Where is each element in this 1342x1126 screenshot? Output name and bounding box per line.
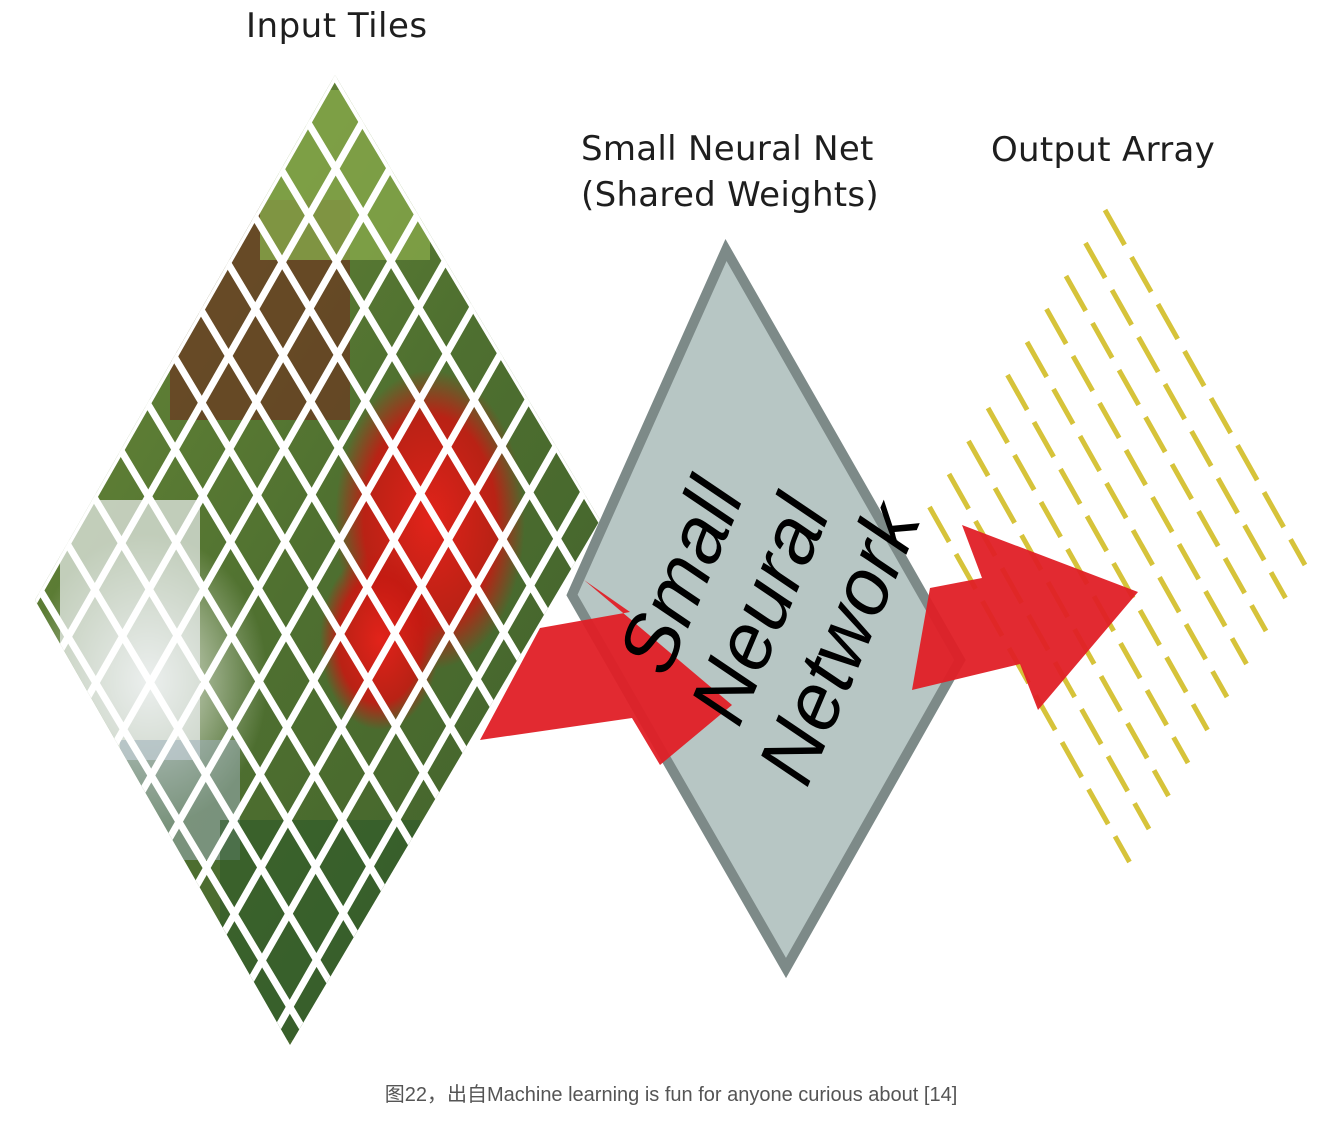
- output-array-stripe: [1102, 208, 1308, 567]
- tile-gap-line: [0, 0, 1061, 1122]
- figure-caption: 图22，出自Machine learning is fun for anyone…: [384, 1084, 958, 1106]
- output-array-stripe: [927, 505, 1132, 864]
- tile-gap-line: [0, 0, 857, 1122]
- output-array-stripe: [1063, 274, 1269, 633]
- tile-gap-line: [0, 0, 777, 1122]
- tile-gap-line: [0, 0, 1020, 1122]
- output-array-stripe: [1024, 340, 1230, 699]
- tile-gap-line: [0, 0, 899, 1122]
- output-array-stripe: [966, 439, 1171, 798]
- output-array-stripe: [1044, 307, 1249, 666]
- tile-gap-line: [0, 0, 898, 1122]
- output-array-label: Output Array: [991, 130, 1216, 170]
- tile-gap-line: [35, 75, 600, 1045]
- tile-gap-line: [0, 0, 737, 1122]
- output-array-stripe: [985, 406, 1191, 765]
- arrow-into-network: [480, 580, 732, 765]
- tile-gap-line: [0, 0, 735, 1122]
- tile-gap-line: [35, 75, 600, 1045]
- tile-gap-line: [0, 0, 818, 1122]
- tile-gap-line: [0, 0, 1020, 1122]
- tile-gap-line: [0, 0, 816, 1122]
- tile-gap-line: [0, 0, 858, 1122]
- tile-gap-line: [0, 0, 980, 1122]
- small-neural-net-label-line2: (Shared Weights): [581, 175, 879, 215]
- tile-gap-line: [0, 0, 939, 1122]
- arrow-out-of-network: [912, 525, 1138, 710]
- network-diamond: [566, 238, 966, 979]
- tile-gap-line: [0, 0, 697, 1122]
- tile-gap-line: [0, 0, 776, 1122]
- output-array-stripe: [1083, 241, 1288, 600]
- tile-gap-line: [0, 0, 939, 1122]
- input-tiles-label: Input Tiles: [246, 6, 428, 46]
- small-neural-net-label: Small Neural Net (Shared Weights): [581, 126, 879, 218]
- tile-gap-line: [0, 0, 979, 1122]
- output-array-stripe: [1005, 373, 1210, 732]
- small-neural-net-label-line1: Small Neural Net: [581, 129, 874, 169]
